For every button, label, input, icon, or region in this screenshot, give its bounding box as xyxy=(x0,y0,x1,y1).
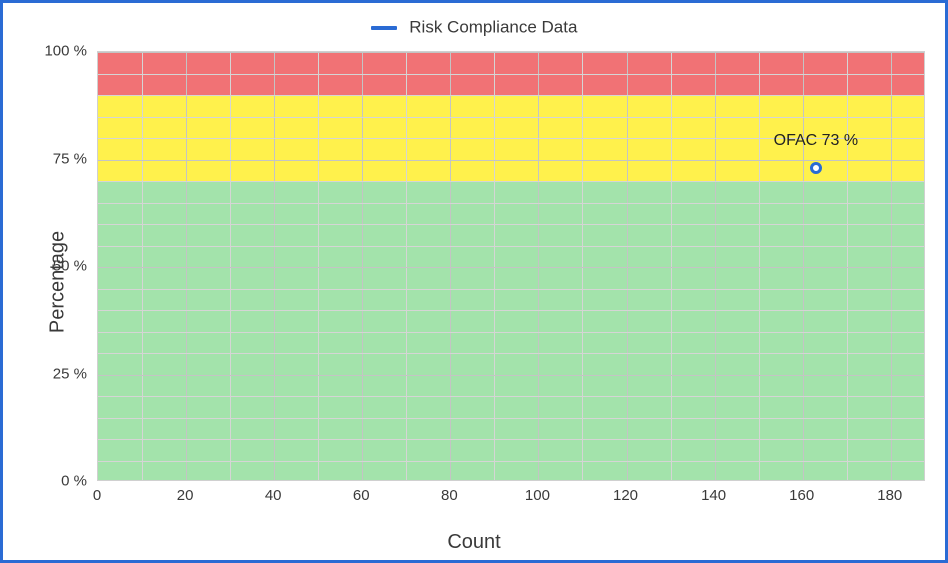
x-tick-label: 160 xyxy=(789,487,814,504)
legend-label: Risk Compliance Data xyxy=(409,18,577,37)
gridline-h xyxy=(98,439,924,440)
x-tick-label: 40 xyxy=(265,487,282,504)
legend-swatch xyxy=(371,26,397,30)
gridline-h xyxy=(98,353,924,354)
x-tick-label: 60 xyxy=(353,487,370,504)
y-axis-label: Percentage xyxy=(47,230,70,332)
gridline-h xyxy=(98,52,924,53)
data-point-label: OFAC 73 % xyxy=(774,132,858,150)
gridline-h xyxy=(98,224,924,225)
x-tick-label: 100 xyxy=(525,487,550,504)
data-point-marker xyxy=(810,162,822,174)
gridline-h xyxy=(98,203,924,204)
plot-area: OFAC 73 % xyxy=(97,51,925,481)
y-tick-label: 25 % xyxy=(27,365,87,382)
gridline-h xyxy=(98,332,924,333)
chart-frame: Risk Compliance Data Percentage OFAC 73 … xyxy=(0,0,948,563)
x-tick-label: 120 xyxy=(613,487,638,504)
y-tick-label: 75 % xyxy=(27,150,87,167)
x-tick-label: 140 xyxy=(701,487,726,504)
gridline-h xyxy=(98,310,924,311)
x-tick-label: 80 xyxy=(441,487,458,504)
gridline-h xyxy=(98,74,924,75)
gridline-h xyxy=(98,375,924,376)
legend: Risk Compliance Data xyxy=(3,17,945,38)
x-tick-label: 20 xyxy=(177,487,194,504)
x-axis-label: Count xyxy=(3,531,945,554)
gridline-h xyxy=(98,461,924,462)
y-tick-label: 100 % xyxy=(27,43,87,60)
gridline-h xyxy=(98,160,924,161)
gridline-h xyxy=(98,95,924,96)
x-tick-label: 0 xyxy=(93,487,101,504)
gridline-h xyxy=(98,267,924,268)
gridline-h xyxy=(98,246,924,247)
y-tick-label: 0 % xyxy=(27,473,87,490)
gridline-h xyxy=(98,117,924,118)
gridline-h xyxy=(98,418,924,419)
gridline-h xyxy=(98,289,924,290)
x-tick-label: 180 xyxy=(877,487,902,504)
plot-wrap: OFAC 73 % 020406080100120140160180 0 %25… xyxy=(97,51,925,481)
gridline-h xyxy=(98,181,924,182)
gridline-h xyxy=(98,396,924,397)
